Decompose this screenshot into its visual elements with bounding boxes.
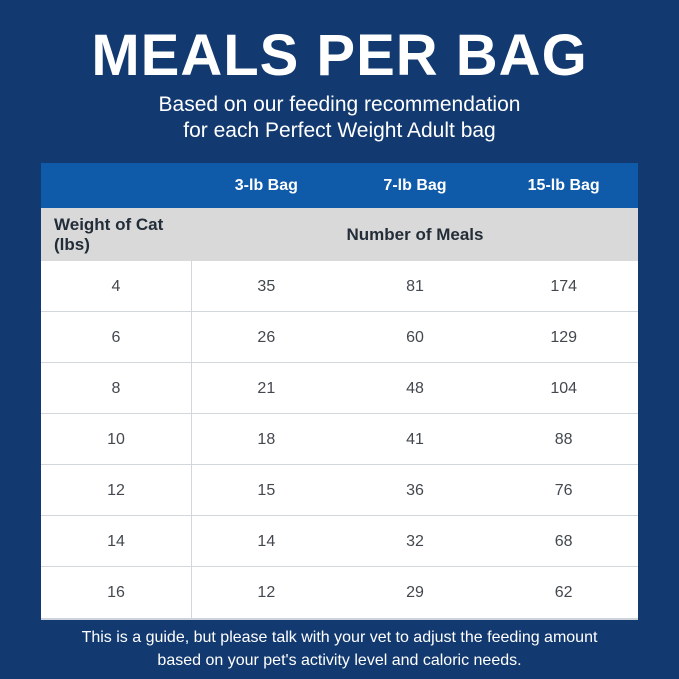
meals-15lb-cell: 76 bbox=[554, 481, 573, 499]
table-row: 8 21 48 104 bbox=[41, 363, 638, 414]
weight-cell: 10 bbox=[41, 414, 192, 465]
footnote-line-2: based on your pet's activity level and c… bbox=[157, 652, 522, 669]
meals-per-bag-table: 3-lb Bag 7-lb Bag 15-lb Bag Weight of Ca… bbox=[41, 163, 638, 620]
meals-15lb-cell: 129 bbox=[550, 328, 578, 346]
table-row: 12 15 36 76 bbox=[41, 465, 638, 516]
footnote-line-1: This is a guide, but please talk with yo… bbox=[81, 629, 598, 646]
column-header-3lb-bag: 3-lb Bag bbox=[234, 176, 298, 194]
subheader-row: Weight of Cat (lbs) Number of Meals bbox=[41, 208, 638, 261]
meals-7lb-cell: 29 bbox=[406, 583, 424, 601]
meals-3lb-cell: 12 bbox=[257, 583, 276, 601]
meals-15lb-cell: 68 bbox=[554, 532, 573, 550]
weight-cell: 6 bbox=[41, 312, 192, 363]
page-subtitle: Based on our feeding recommendation for … bbox=[0, 92, 679, 144]
subtitle-line-2: for each Perfect Weight Adult bag bbox=[183, 119, 496, 142]
number-of-meals-header: Number of Meals bbox=[346, 224, 484, 244]
weight-cell: 16 bbox=[41, 567, 192, 618]
weight-of-cat-header: Weight of Cat (lbs) bbox=[54, 214, 164, 254]
meals-7lb-cell: 36 bbox=[406, 481, 424, 499]
table-row: 10 18 41 88 bbox=[41, 414, 638, 465]
meals-7lb-cell: 32 bbox=[406, 532, 424, 550]
table-row: 4 35 81 174 bbox=[41, 261, 638, 312]
table-row: 6 26 60 129 bbox=[41, 312, 638, 363]
meals-15lb-cell: 104 bbox=[550, 379, 578, 397]
meals-3lb-cell: 26 bbox=[257, 328, 276, 346]
page-title: MEALS PER BAG bbox=[91, 23, 588, 88]
meals-7lb-cell: 60 bbox=[406, 328, 424, 346]
meals-3lb-cell: 35 bbox=[257, 277, 276, 295]
meals-7lb-cell: 41 bbox=[406, 430, 424, 448]
bag-size-header-row: 3-lb Bag 7-lb Bag 15-lb Bag bbox=[41, 163, 638, 208]
column-header-7lb-bag: 7-lb Bag bbox=[383, 176, 447, 194]
meals-3lb-cell: 15 bbox=[257, 481, 276, 499]
meals-15lb-cell: 174 bbox=[550, 277, 578, 295]
meals-3lb-cell: 14 bbox=[257, 532, 276, 550]
table-body: 4 35 81 174 6 26 60 129 8 21 48 104 10 bbox=[41, 261, 638, 620]
subtitle-line-1: Based on our feeding recommendation bbox=[158, 93, 521, 116]
meals-3lb-cell: 18 bbox=[257, 430, 276, 448]
meals-7lb-cell: 81 bbox=[406, 277, 424, 295]
meals-15lb-cell: 62 bbox=[554, 583, 573, 601]
meals-3lb-cell: 21 bbox=[257, 379, 276, 397]
meals-15lb-cell: 88 bbox=[554, 430, 573, 448]
column-header-15lb-bag: 15-lb Bag bbox=[527, 176, 600, 194]
footnote: This is a guide, but please talk with yo… bbox=[0, 626, 679, 672]
meals-7lb-cell: 48 bbox=[406, 379, 424, 397]
weight-cell: 12 bbox=[41, 465, 192, 516]
weight-cell: 14 bbox=[41, 516, 192, 567]
table-row: 16 12 29 62 bbox=[41, 567, 638, 618]
weight-cell: 8 bbox=[41, 363, 192, 414]
table-row: 14 14 32 68 bbox=[41, 516, 638, 567]
weight-cell: 4 bbox=[41, 261, 192, 312]
